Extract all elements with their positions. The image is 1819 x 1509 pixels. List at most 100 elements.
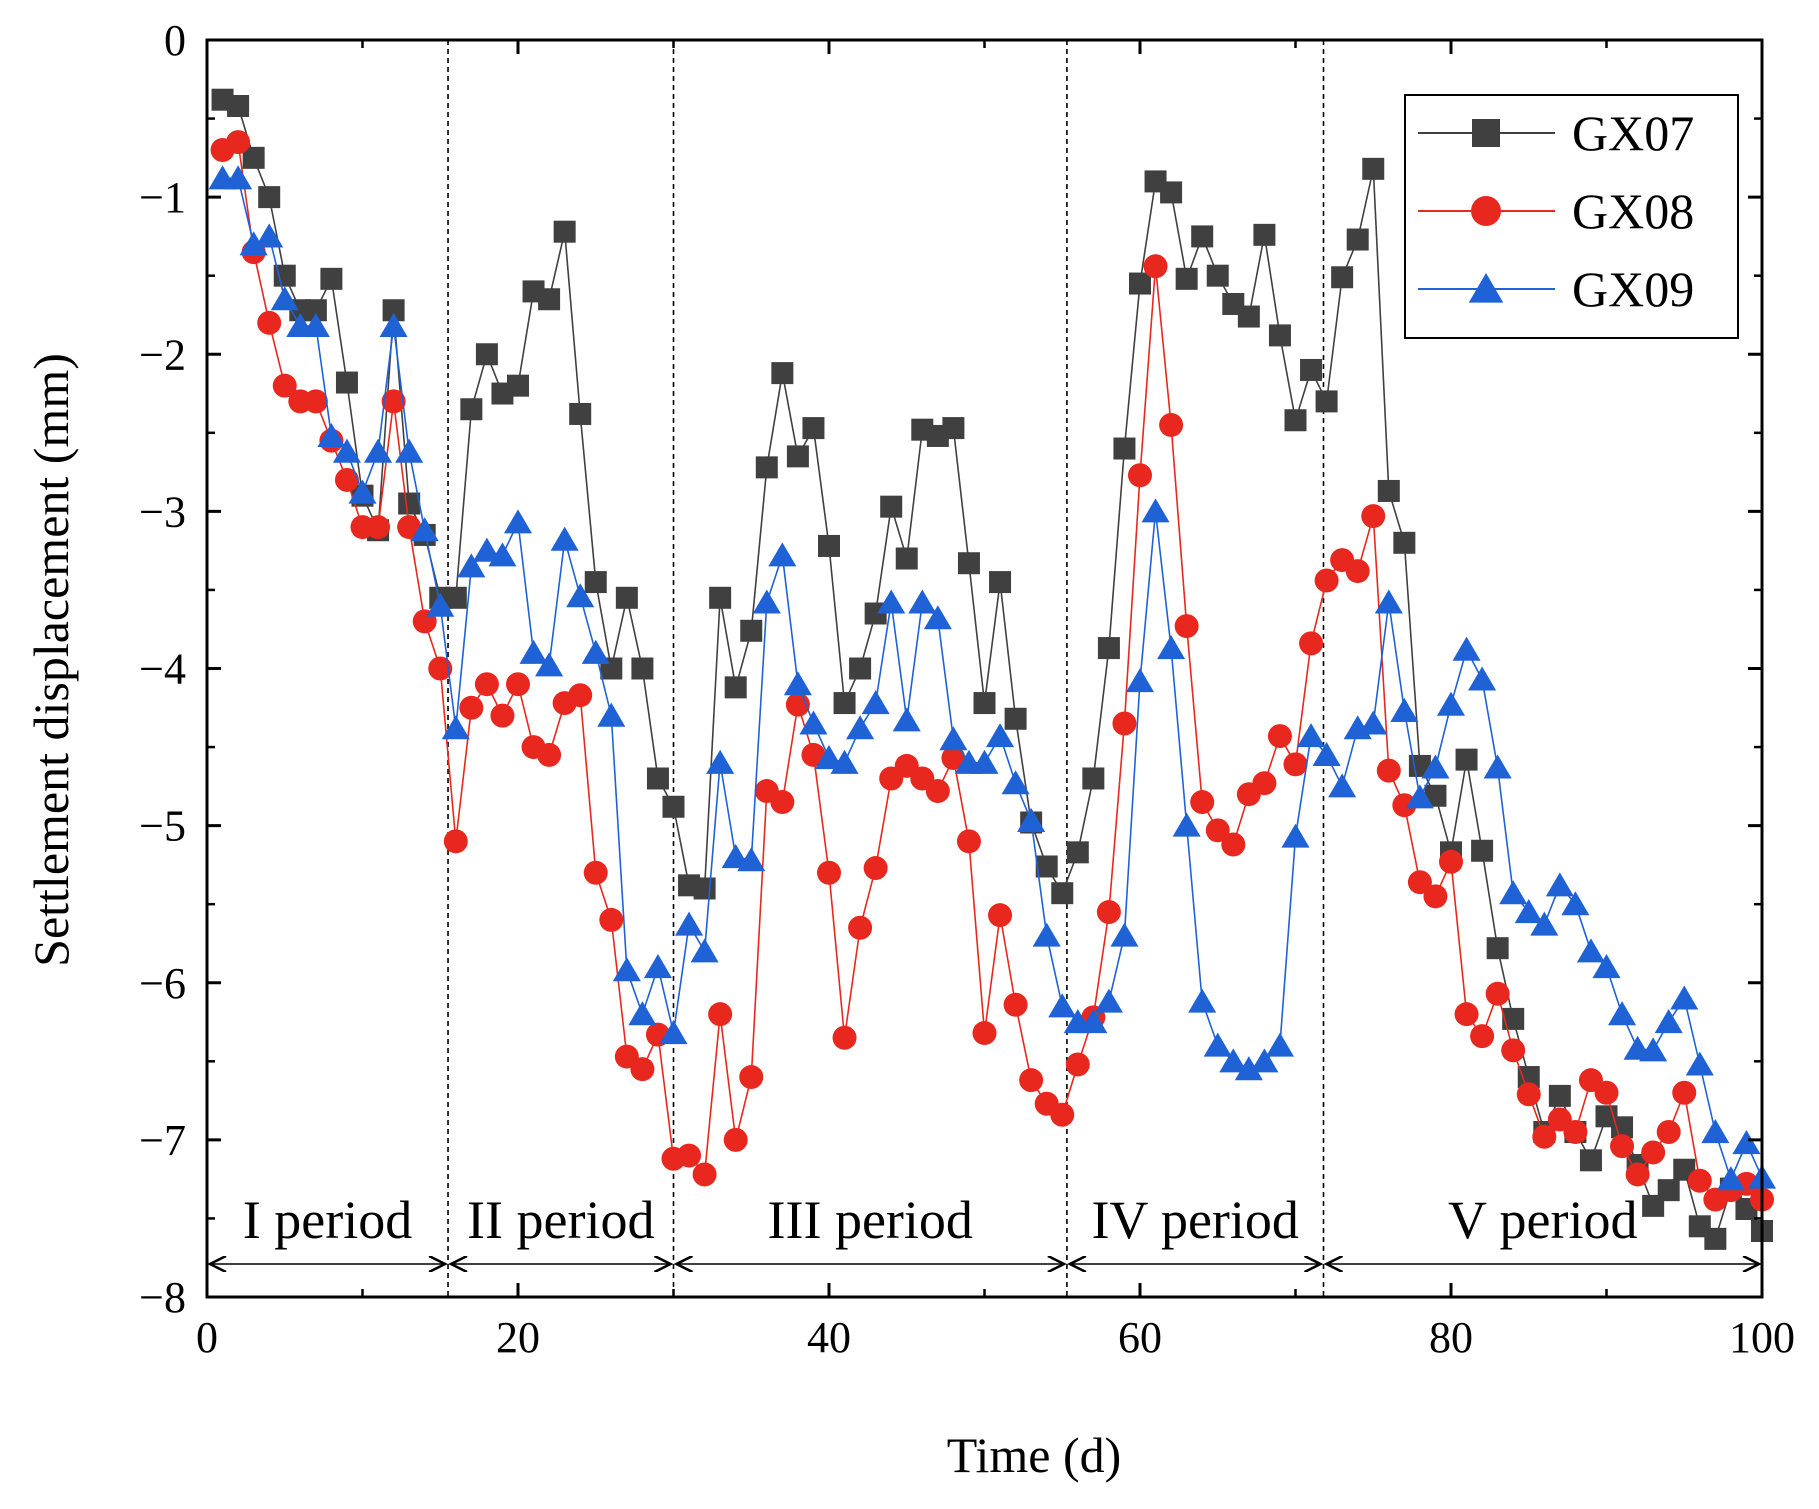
data-point-gx07-39 [802,417,825,440]
data-point-gx07-4 [258,186,281,209]
data-point-gx09-2 [224,165,253,190]
series-gx09 [208,165,1777,1191]
legend-label-gx09: GX09 [1572,261,1694,317]
data-point-gx09-77 [1390,697,1419,722]
data-point-gx09-21 [519,639,548,664]
data-point-gx07-37 [771,362,794,385]
data-point-gx07-44 [880,495,903,518]
data-point-gx09-66 [1219,1048,1248,1073]
data-point-gx08-61 [1143,254,1168,279]
series-line-gx07 [222,98,1763,1241]
data-point-gx09-55 [1048,993,1077,1018]
data-point-gx09-13 [395,438,424,463]
data-point-gx07-57 [1082,767,1105,790]
data-point-gx09-26 [597,702,626,727]
data-point-gx09-25 [581,639,610,664]
data-point-gx07-72 [1315,390,1338,413]
legend: GX07 GX08 GX09 [1404,94,1739,339]
data-point-gx08-33 [708,1002,733,1027]
data-point-gx08-12 [381,389,406,414]
data-point-gx08-74 [1345,559,1370,584]
data-point-gx09-47 [923,605,952,630]
data-point-gx08-24 [568,683,593,708]
data-point-gx08-88 [1563,1120,1588,1145]
data-point-gx08-13 [397,515,422,540]
data-point-gx07-55 [1051,882,1074,905]
data-point-gx07-71 [1300,358,1323,381]
data-point-gx08-5 [272,373,297,398]
data-point-gx08-11 [366,515,391,540]
x-axis-title: Time (d) [947,1427,1122,1483]
data-point-gx09-95 [1670,985,1699,1010]
y-tick-label--5: −5 [139,802,186,851]
data-point-gx07-29 [646,767,669,790]
data-point-gx09-58 [1094,988,1123,1013]
data-point-gx08-81 [1454,1002,1479,1027]
data-point-gx07-89 [1579,1149,1602,1172]
data-point-gx09-96 [1685,1051,1714,1076]
data-point-gx08-72 [1314,568,1339,593]
data-point-gx09-93 [1639,1037,1668,1062]
y-axis-title: Settlement displacement (mm) [23,353,79,967]
data-point-gx09-32 [690,938,719,963]
data-point-gx08-37 [770,790,795,815]
data-point-gx07-91 [1611,1116,1634,1139]
data-point-gx07-22 [538,288,561,311]
data-point-gx09-11 [364,438,393,463]
data-series [208,88,1777,1250]
data-point-gx08-28 [630,1057,655,1082]
data-point-gx07-76 [1377,479,1400,502]
legend-box [1404,94,1739,339]
data-point-gx09-14 [410,517,439,542]
data-point-gx07-84 [1502,1007,1525,1030]
data-point-gx09-9 [332,438,361,463]
data-point-gx08-79 [1423,884,1448,909]
data-point-gx08-34 [723,1127,748,1152]
data-point-gx08-20 [506,672,530,697]
data-point-gx07-8 [320,267,343,290]
data-point-gx08-40 [817,860,841,885]
data-point-gx07-78 [1408,754,1431,777]
x-tick-label-80: 80 [1429,1313,1473,1362]
data-point-gx08-93 [1641,1140,1666,1165]
data-point-gx09-94 [1654,1009,1683,1034]
data-point-gx08-49 [956,829,981,854]
data-point-gx09-87 [1545,872,1574,897]
data-point-gx08-62 [1159,412,1184,437]
data-point-gx07-94 [1657,1179,1680,1202]
data-point-gx07-9 [335,371,358,394]
data-point-gx07-3 [242,146,265,169]
data-point-gx09-67 [1234,1056,1263,1081]
legend-marker-gx08 [1471,196,1501,226]
data-point-gx09-72 [1312,741,1341,766]
data-point-gx09-10 [348,479,377,504]
data-point-gx09-31 [675,911,704,936]
data-point-gx09-75 [1359,710,1388,735]
data-point-gx07-77 [1393,531,1416,554]
data-point-gx07-82 [1471,839,1494,862]
data-point-gx07-32 [693,877,716,900]
y-tick-label--6: −6 [139,959,186,1008]
data-point-gx09-65 [1203,1032,1232,1057]
data-point-gx08-71 [1299,631,1324,656]
data-point-gx09-57 [1079,1009,1108,1034]
data-point-gx08-84 [1501,1038,1526,1063]
data-point-gx09-68 [1250,1048,1279,1073]
data-point-gx08-96 [1687,1168,1712,1193]
data-point-gx08-86 [1532,1124,1557,1149]
data-point-gx09-42 [846,715,875,740]
data-point-gx07-35 [740,619,763,642]
data-point-gx08-43 [863,856,888,881]
data-point-gx09-29 [643,954,672,979]
data-point-gx07-54 [1035,855,1058,878]
data-point-gx08-16 [443,829,468,854]
data-point-gx07-16 [444,586,467,609]
data-point-gx08-25 [583,860,608,885]
data-point-gx08-32 [692,1162,717,1187]
axis-ticks: 0 20 40 60 80 100 0 −1 −2 −3 −4 −5 −6 −7 −8 [139,16,1795,1362]
y-tick-label--8: −8 [139,1273,186,1322]
data-point-gx08-56 [1065,1052,1090,1077]
data-point-gx07-45 [895,547,918,570]
data-point-gx09-50 [970,749,999,774]
data-point-gx08-64 [1190,790,1215,815]
